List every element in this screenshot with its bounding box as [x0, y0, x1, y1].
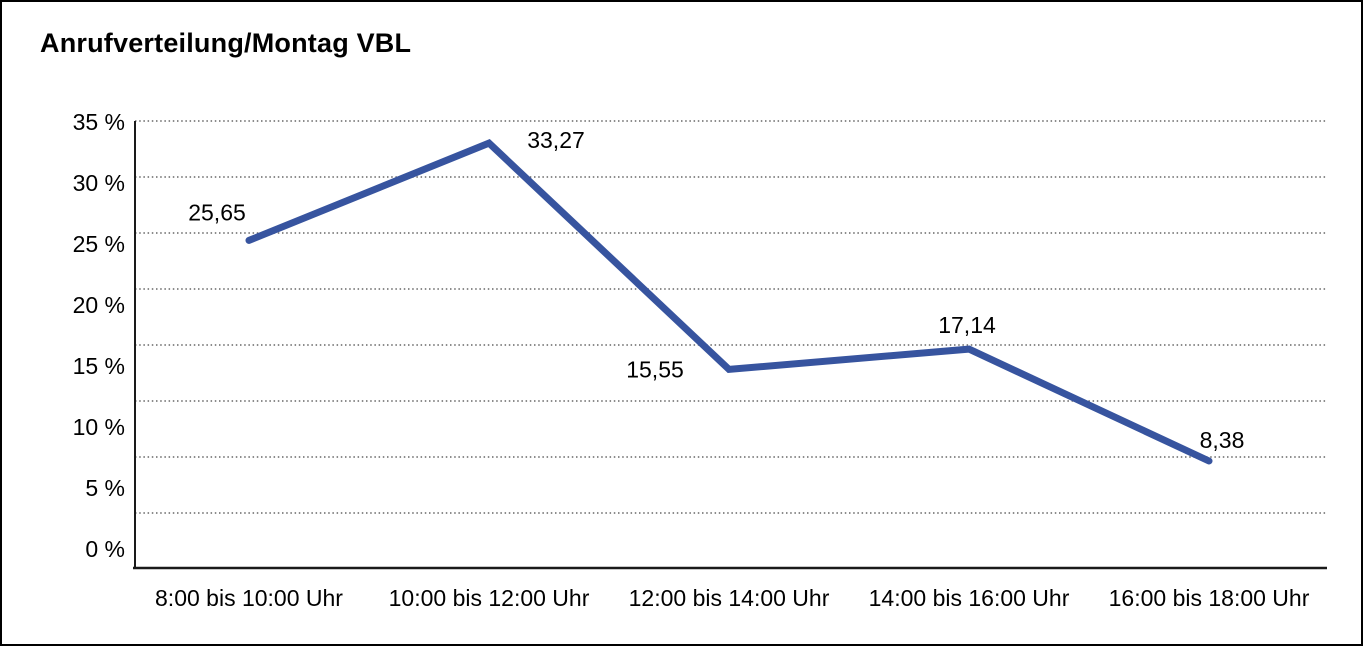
y-tick-label: 0 % — [85, 536, 125, 562]
x-tick-label: 10:00 bis 12:00 Uhr — [389, 585, 590, 611]
x-tick-label: 8:00 bis 10:00 Uhr — [155, 585, 343, 611]
data-label: 17,14 — [938, 312, 996, 338]
x-tick-label: 14:00 bis 16:00 Uhr — [869, 585, 1070, 611]
y-tick-label: 15 % — [73, 353, 125, 379]
x-tick-label: 16:00 bis 18:00 Uhr — [1109, 585, 1310, 611]
data-label: 33,27 — [527, 127, 585, 153]
y-tick-label: 30 % — [73, 170, 125, 196]
data-label: 8,38 — [1200, 427, 1245, 453]
x-tick-label: 12:00 bis 14:00 Uhr — [629, 585, 830, 611]
data-label: 25,65 — [188, 199, 246, 225]
y-tick-label: 10 % — [73, 414, 125, 440]
y-tick-label: 35 % — [73, 109, 125, 135]
chart-title: Anrufverteilung/Montag VBL — [40, 28, 412, 58]
y-tick-label: 25 % — [73, 231, 125, 257]
series-line — [245, 139, 1213, 465]
y-tick-label: 5 % — [85, 475, 125, 501]
data-label: 15,55 — [626, 356, 684, 382]
y-tick-label: 20 % — [73, 292, 125, 318]
